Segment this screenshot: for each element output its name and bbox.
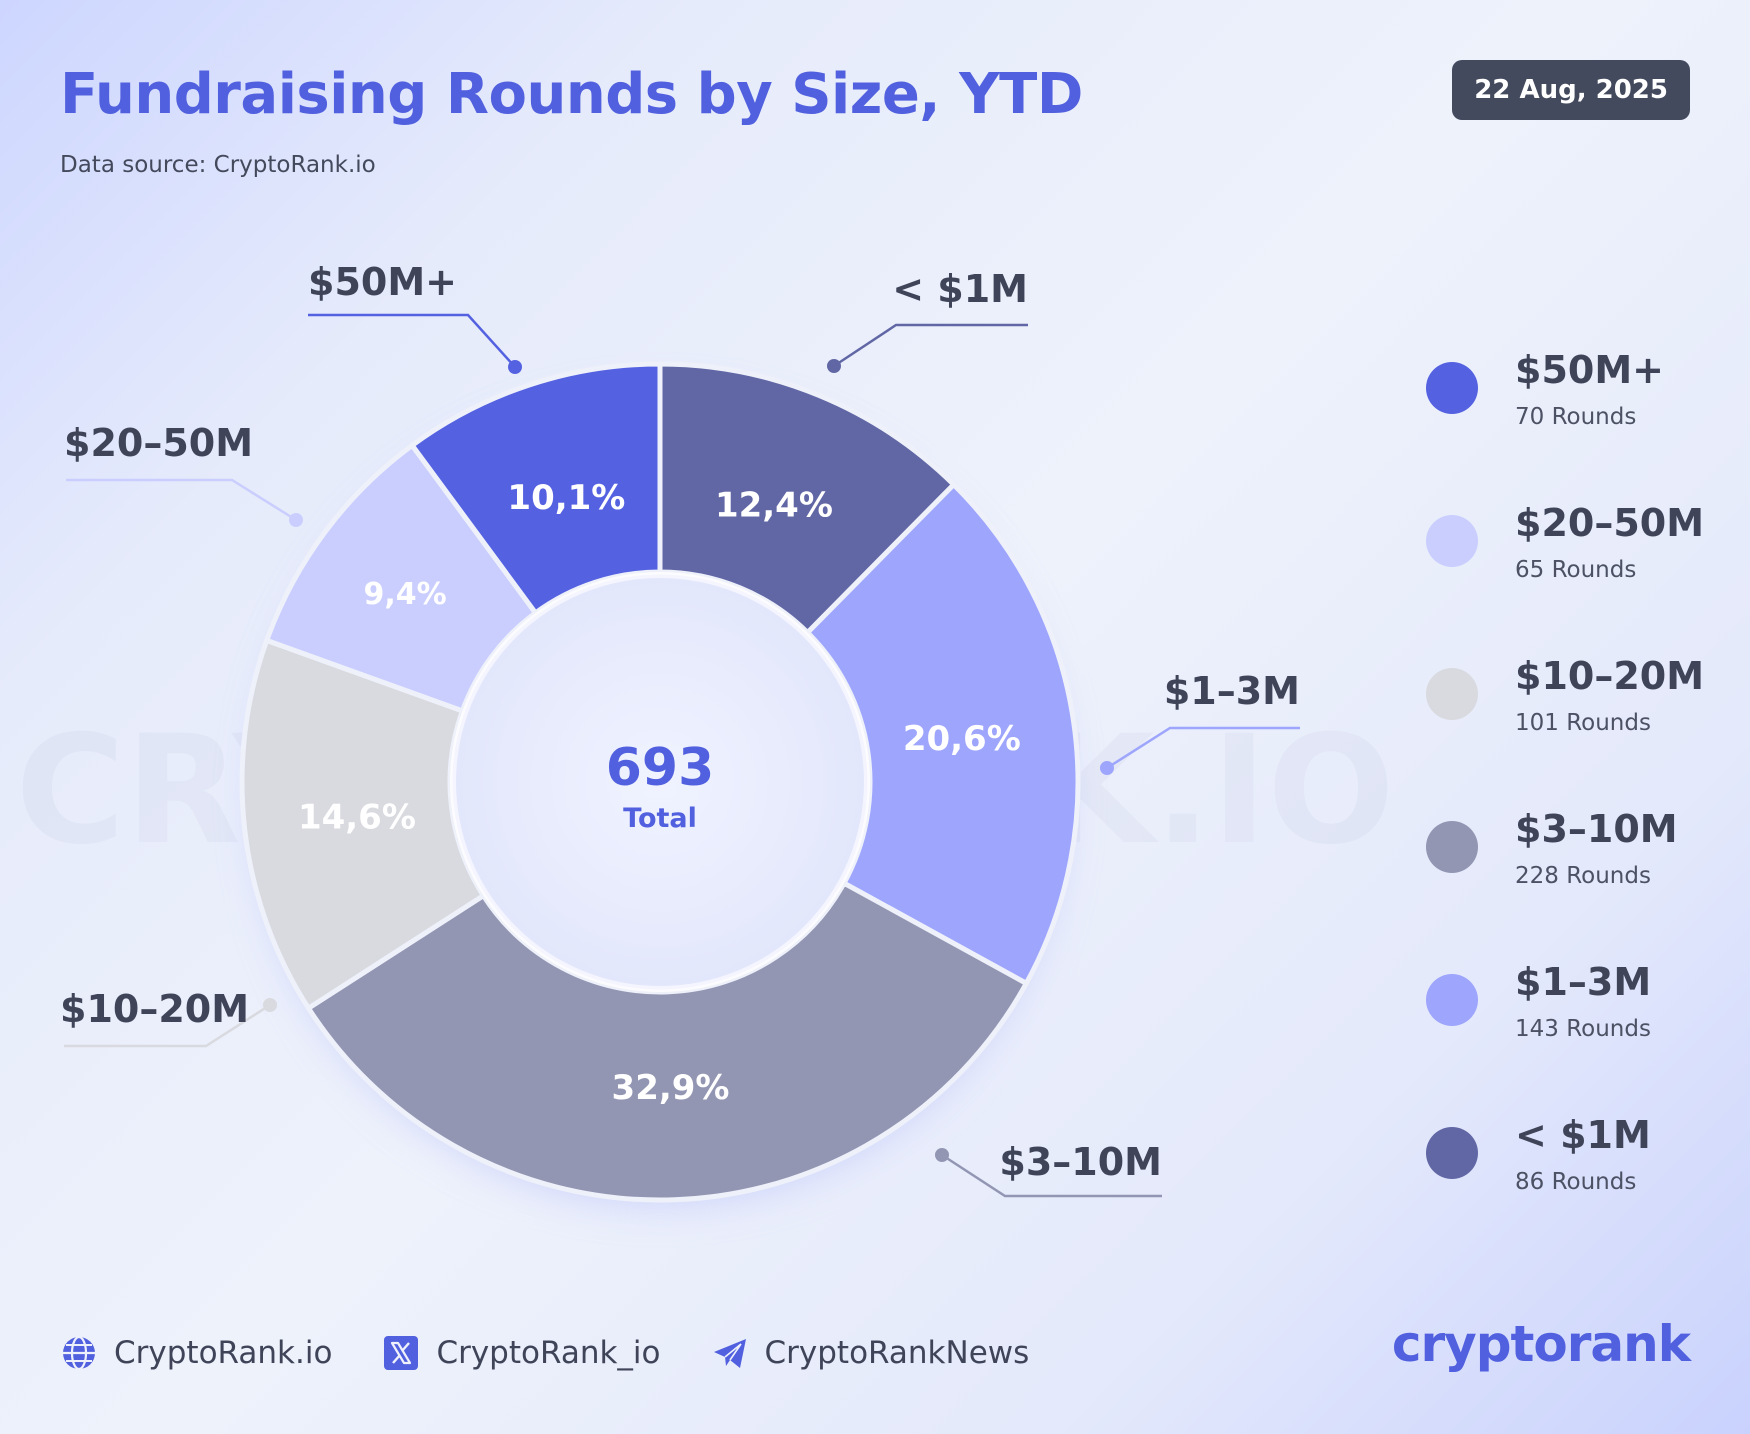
callout-label: $1–3M [1164,669,1300,713]
legend-dot [1426,362,1478,414]
callout-dot [263,998,277,1012]
percent-label: 9,4% [364,577,447,612]
legend-dot [1426,974,1478,1026]
callout-dot [289,513,303,527]
donut-hole [456,578,864,986]
legend-dot [1426,821,1478,873]
callout-dot [935,1148,949,1162]
x-handle-text: CryptoRank_io [436,1335,661,1371]
legend: $50M+ 70 Rounds $20–50M 65 Rounds $10–20… [1426,346,1726,1264]
callout-line [1106,726,1300,770]
legend-name: $3–10M [1515,807,1678,851]
callout-label: < $1M [892,267,1028,311]
callout-label: $50M+ [308,260,457,304]
date-badge: 22 Aug, 2025 [1452,60,1690,120]
legend-count: 65 Rounds [1515,557,1637,583]
callout-line [833,323,1028,368]
page-title: Fundraising Rounds by Size, YTD [60,62,1083,127]
callout-dot [1100,761,1114,775]
globe-icon [63,1335,95,1371]
callout-label: $10–20M [60,987,249,1031]
legend-item: < $1M 86 Rounds [1426,1111,1726,1264]
legend-name: $50M+ [1515,348,1664,392]
legend-item: $50M+ 70 Rounds [1426,346,1726,499]
callout-dot [508,360,522,374]
website-text: CryptoRank.io [114,1335,333,1371]
legend-name: $1–3M [1515,960,1652,1004]
footer-x-link[interactable]: CryptoRank_io [382,1334,661,1372]
legend-item: $3–10M 228 Rounds [1426,805,1726,958]
brand-logo: cryptorank [1391,1315,1691,1373]
legend-count: 101 Rounds [1515,710,1651,736]
center-label: Total [623,803,697,834]
callout-line [64,1003,271,1048]
percent-label: 12,4% [715,485,833,525]
legend-count: 70 Rounds [1515,404,1637,430]
legend-dot [1426,515,1478,567]
telegram-text: CryptoRankNews [764,1335,1030,1371]
legend-name: $20–50M [1515,501,1705,545]
footer-telegram-link[interactable]: CryptoRankNews [711,1334,1030,1372]
percent-label-group: 12,4% 20,6% 32,9% 14,6% 9,4% 10,1% [298,478,1021,1108]
legend-dot [1426,1127,1478,1179]
legend-count: 143 Rounds [1515,1016,1651,1042]
legend-count: 228 Rounds [1515,863,1651,889]
callout-line [941,1153,1162,1198]
percent-label: 32,9% [612,1068,730,1108]
callout-dot [827,359,841,373]
data-source: Data source: CryptoRank.io [60,152,376,178]
telegram-icon [713,1339,746,1368]
callout-label: $3–10M [999,1140,1162,1184]
percent-label: 20,6% [903,719,1021,759]
legend-name: < $1M [1515,1113,1651,1157]
center-total: 693 [606,738,715,798]
callout-line [66,478,297,522]
footer-website-link[interactable]: CryptoRank.io [60,1334,332,1372]
callout-label: $20–50M [64,421,253,465]
legend-item: $10–20M 101 Rounds [1426,652,1726,805]
callout-line [308,313,516,368]
slice-group [239,361,1081,1203]
callout-group: < $1M $1–3M $3–10M $10–20M $20–50M $50M+ [60,260,1300,1198]
percent-label: 14,6% [298,797,416,837]
legend-item: $20–50M 65 Rounds [1426,499,1726,652]
x-logo-icon [384,1336,419,1370]
legend-item: $1–3M 143 Rounds [1426,958,1726,1111]
legend-dot [1426,668,1478,720]
legend-name: $10–20M [1515,654,1705,698]
percent-label: 10,1% [507,478,625,518]
legend-count: 86 Rounds [1515,1169,1637,1195]
footer: CryptoRank.io CryptoRank_io CryptoRankNe… [60,1330,1079,1376]
